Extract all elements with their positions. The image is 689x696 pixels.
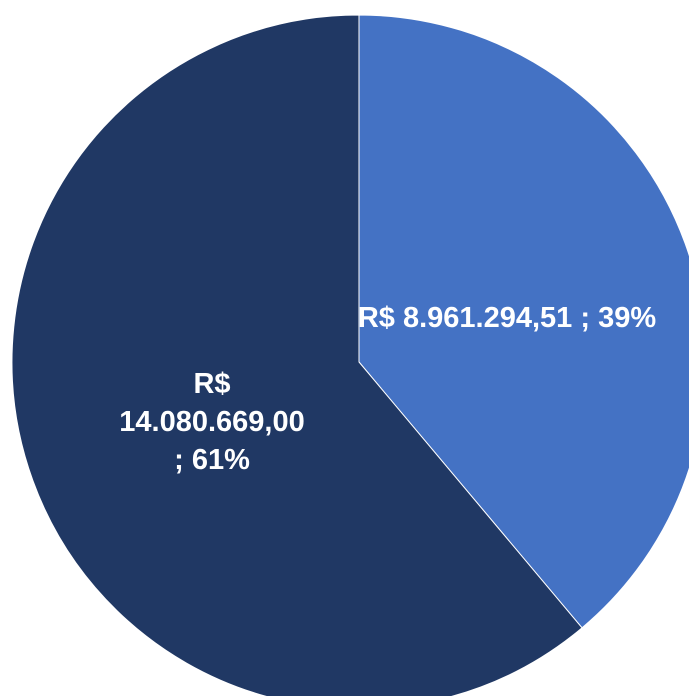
data-label: R$ 14.080.669,00 ; 61% <box>119 368 305 476</box>
data-label: R$ 8.961.294,51 ; 39% <box>357 302 657 334</box>
pie-slice <box>11 14 583 696</box>
pie-slice <box>358 14 689 629</box>
